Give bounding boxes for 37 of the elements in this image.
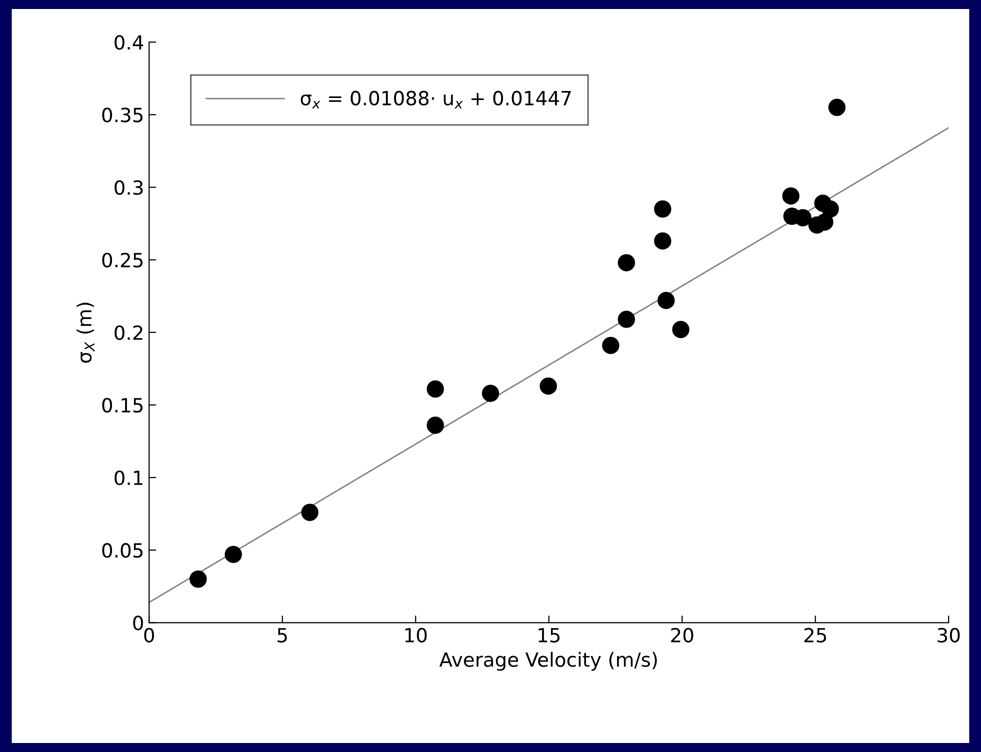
y-tick-label: 0.2 <box>114 325 142 340</box>
point <box>602 336 620 354</box>
x-tick-label: 25 <box>804 628 826 643</box>
x-tick-label: 5 <box>278 628 287 643</box>
point <box>672 320 690 338</box>
y-tick-label: 0.1 <box>114 470 142 486</box>
y-tick-label: 0.3 <box>114 180 143 195</box>
point <box>816 213 834 231</box>
y-tick-label: 0.25 <box>102 252 143 268</box>
x-tick-label: 20 <box>671 628 694 643</box>
x-tick-label: 10 <box>405 628 427 643</box>
point <box>540 377 557 395</box>
x-tick-label: 15 <box>538 628 560 643</box>
point <box>828 98 846 116</box>
point <box>822 200 839 218</box>
y-tick-label: 0 <box>133 616 143 630</box>
point <box>190 570 207 588</box>
point <box>782 187 800 205</box>
x-tick-label: 0 <box>144 628 154 643</box>
point <box>224 546 242 564</box>
point <box>658 292 675 310</box>
y-tick-label: 0.4 <box>114 35 144 50</box>
x-axis-title: Average Velocity (m/s) <box>439 652 657 671</box>
y-tick-label: 0.35 <box>102 108 143 122</box>
point <box>654 232 672 250</box>
y-axis-title: σ$_{X}$ (m) <box>76 302 95 363</box>
y-tick-label: 0.05 <box>102 543 143 558</box>
point <box>618 310 636 328</box>
point <box>426 380 444 398</box>
point <box>426 416 444 434</box>
y-tick-label: 0.15 <box>102 398 143 413</box>
x-tick-label: 30 <box>938 628 960 643</box>
legend-label: σ$_{x}$ = 0.01088· u$_{x}$ + 0.01447 <box>300 90 571 108</box>
point <box>301 504 318 521</box>
point <box>482 384 500 402</box>
point <box>654 200 672 218</box>
point <box>618 254 636 272</box>
